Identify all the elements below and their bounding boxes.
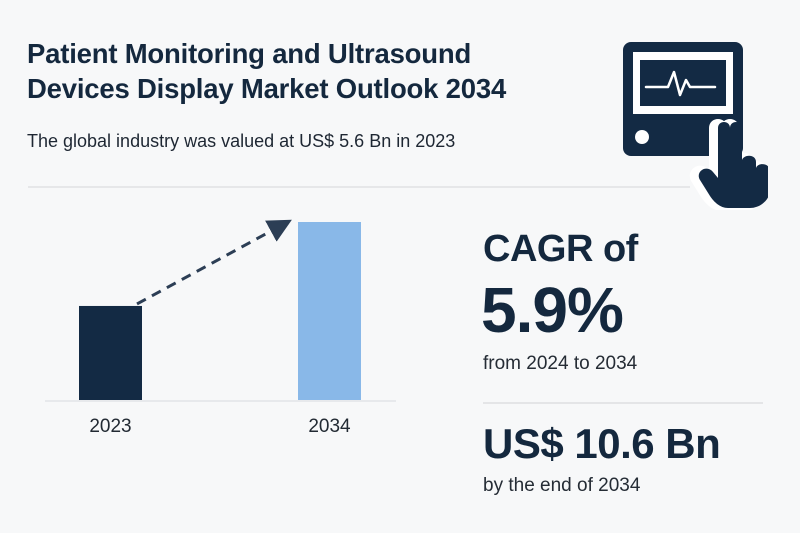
cagr-label: CAGR of (483, 228, 638, 270)
page-title: Patient Monitoring and Ultrasound Device… (27, 36, 506, 106)
heartbeat-icon (644, 70, 717, 97)
x-tick-label: 2023 (89, 416, 131, 437)
cagr-period: from 2024 to 2034 (483, 353, 638, 374)
title-line-2: Devices Display Market Outlook 2034 (27, 73, 507, 104)
header-divider (28, 186, 690, 188)
market-period: by the end of 2034 (483, 475, 641, 496)
growth-arrow (136, 219, 292, 306)
patient-monitor-touch-icon (618, 40, 770, 211)
monitor-button-icon (635, 130, 649, 144)
cagr-value: 5.9% (481, 274, 624, 346)
stats-divider (483, 402, 763, 404)
pointing-hand-icon (689, 119, 770, 211)
market-value: US$ 10.6 Bn (483, 420, 721, 467)
title-line-1: Patient Monitoring and Ultrasound (27, 38, 472, 69)
bar-2023 (79, 305, 142, 400)
bar-2034 (298, 222, 361, 400)
x-tick-label: 2034 (308, 416, 351, 437)
subtitle: The global industry was valued at US$ 5.… (27, 131, 456, 151)
